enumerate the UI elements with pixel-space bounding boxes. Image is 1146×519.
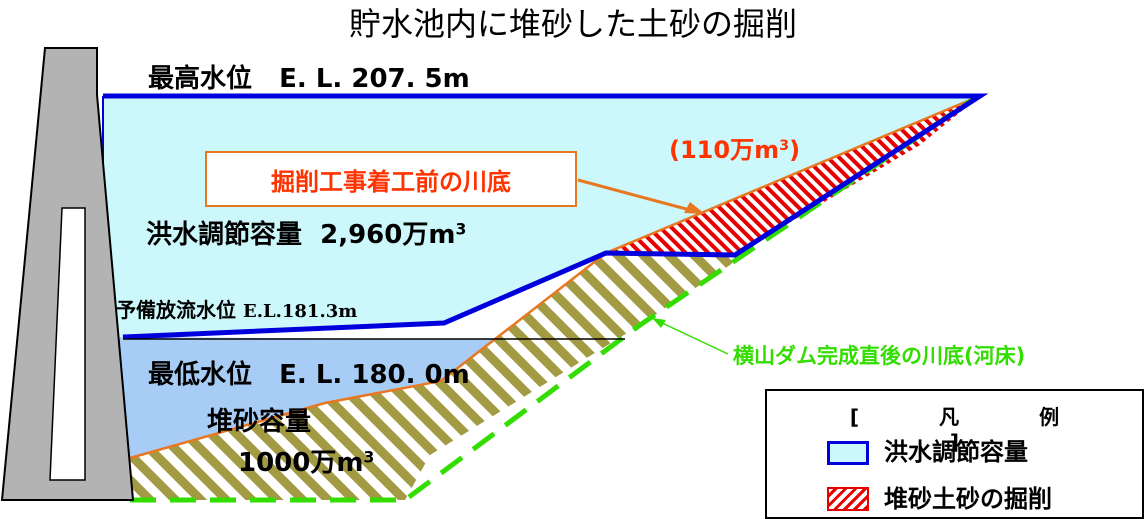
original-riverbed-dashed-line bbox=[130, 95, 977, 503]
max-water-level-label: 最高水位 E. L. 207. 5m bbox=[148, 64, 470, 94]
legend-title: [凡例] bbox=[849, 405, 1060, 454]
pre-excavation-riverbed-text: 掘削工事着工前の川底 bbox=[271, 167, 511, 196]
sediment-area bbox=[130, 232, 765, 500]
original-riverbed-pointer bbox=[659, 321, 729, 355]
reserve-release-level-label: 予備放流水位 E.L.181.3m bbox=[116, 298, 358, 322]
dam-gallery bbox=[49, 207, 86, 481]
diagram-title: 貯水池内に堆砂した土砂の掘削 bbox=[348, 5, 797, 43]
pre-excavation-arrowhead bbox=[684, 202, 705, 214]
pre-excavation-riverbed-line bbox=[129, 98, 971, 460]
flood-capacity-border bbox=[103, 93, 989, 340]
original-riverbed-arrowhead bbox=[652, 318, 666, 328]
legend-swatch-excavation bbox=[827, 487, 869, 511]
min-water-level-label: 最低水位 E. L. 180. 0m bbox=[148, 360, 470, 390]
pre-excavation-riverbed-callout: 掘削工事着工前の川底 bbox=[205, 151, 577, 207]
legend-label-excavation: 堆砂土砂の掘削 bbox=[884, 485, 1052, 513]
legend-label-flood-capacity: 洪水調節容量 bbox=[884, 438, 1028, 466]
pre-excavation-pointer bbox=[577, 178, 691, 212]
sediment-capacity-label: 堆砂容量 bbox=[207, 407, 312, 437]
sediment-capacity-value: 1000万m3 bbox=[238, 448, 375, 478]
legend-swatch-flood-capacity bbox=[827, 441, 869, 465]
legend-box: [凡例] 洪水調節容量 堆砂土砂の掘削 bbox=[765, 389, 1144, 519]
excavation-volume-label: (110万m3) bbox=[669, 136, 801, 164]
original-riverbed-label: 横山ダム完成直後の川底(河床) bbox=[733, 344, 1026, 368]
flood-capacity-label: 洪水調節容量 2,960万m3 bbox=[146, 220, 467, 250]
